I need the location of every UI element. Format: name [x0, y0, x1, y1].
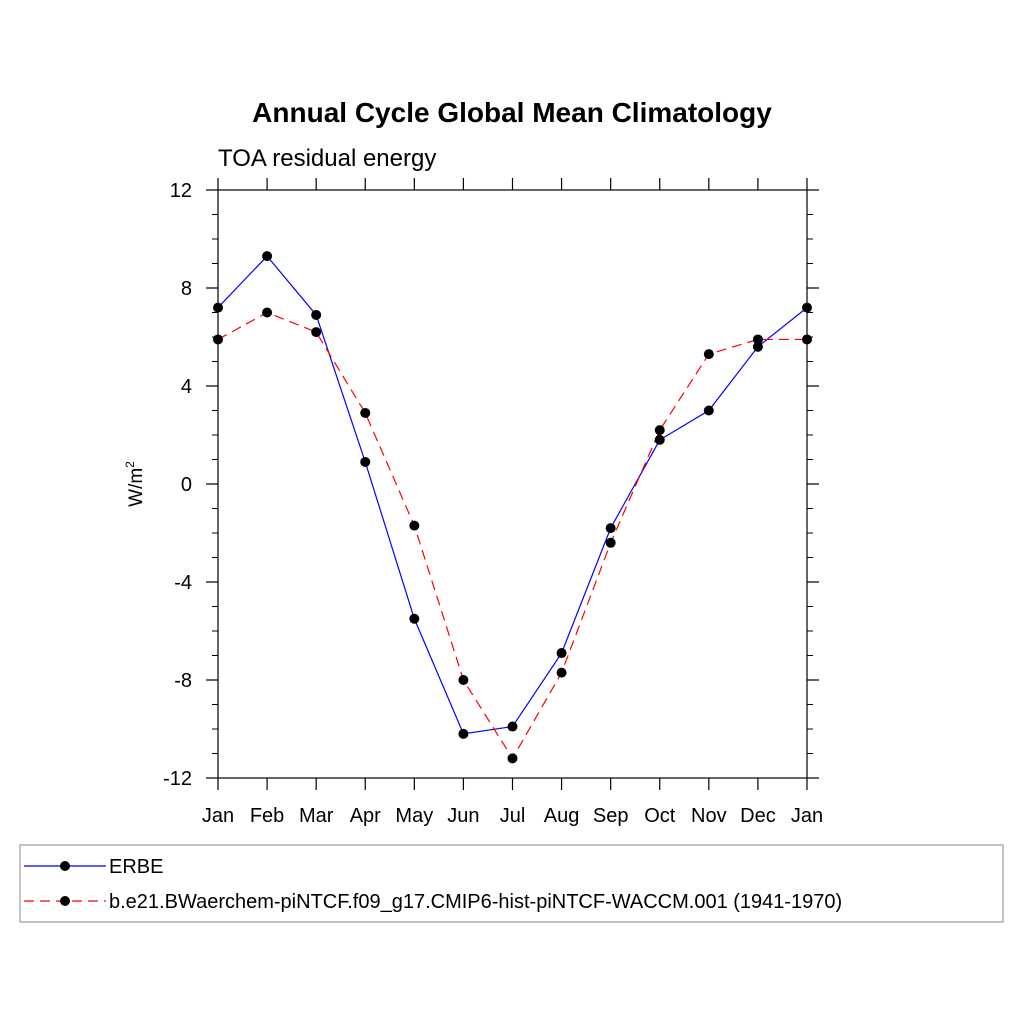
series-1-point	[605, 523, 616, 534]
series-2-point	[605, 537, 616, 548]
series-1-point	[556, 648, 567, 659]
series-2-point	[654, 425, 665, 436]
series-1-point	[703, 405, 714, 416]
legend-marker-2	[60, 896, 70, 906]
series-1-point	[311, 309, 322, 320]
y-tick-label: 0	[181, 474, 192, 496]
series-2-point	[752, 334, 763, 345]
series-2-point	[360, 407, 371, 418]
legend-box	[19, 844, 1004, 923]
series-2-point	[213, 334, 223, 345]
series-2-point	[409, 520, 420, 531]
y-tick-label: 4	[181, 376, 192, 398]
plot-area: 12 8 4 0 -4 -8 -12 Jan Feb Mar Apr May Jun Jul Aug Sep…	[163, 178, 823, 827]
x-tick-label: Aug	[544, 805, 580, 827]
legend: ERBE b.e21.BWaerchem-piNTCF.f09_g17.CMIP6…	[19, 844, 1004, 923]
y-tick-labels: 12 8 4 0 -4 -8 -12	[163, 180, 192, 790]
series-1-point	[213, 302, 223, 313]
series-1-point	[654, 434, 665, 445]
x-tick-label: Jun	[447, 805, 479, 827]
series-1-point	[802, 302, 812, 313]
series-1-point	[752, 341, 763, 352]
y-tick-label: -8	[174, 670, 192, 692]
series-2-point	[556, 667, 567, 678]
legend-label-2: b.e21.BWaerchem-piNTCF.f09_g17.CMIP6-his…	[109, 891, 842, 913]
x-tick-label: Nov	[691, 805, 727, 827]
chart-title: Annual Cycle Global Mean Climatology	[252, 97, 772, 128]
legend-label-1: ERBE	[109, 856, 163, 878]
series-2-point	[458, 675, 469, 685]
series-line-2	[217, 311, 807, 760]
series-layer	[213, 251, 812, 764]
x-tick-label: Apr	[350, 805, 381, 827]
x-ticks	[217, 178, 808, 790]
series-2-point	[262, 307, 273, 318]
x-tick-label: Dec	[740, 805, 776, 827]
x-tick-label: Oct	[644, 805, 676, 827]
y-tick-label: 12	[170, 180, 192, 202]
x-tick-label: Jul	[500, 805, 526, 827]
series-1-point	[262, 251, 273, 262]
series-2-point	[703, 349, 714, 360]
x-tick-label: May	[395, 805, 433, 827]
legend-marker-1	[60, 861, 70, 871]
series-1-point	[360, 456, 371, 467]
y-tick-label: -4	[174, 572, 192, 594]
x-tick-label: Feb	[250, 805, 284, 827]
series-2-point	[311, 327, 322, 338]
chart-subtitle: TOA residual energy	[218, 145, 436, 172]
x-tick-label: Jan	[202, 805, 234, 827]
y-ticks	[206, 189, 819, 779]
x-tick-label: Jan	[791, 805, 823, 827]
x-tick-labels: Jan Feb Mar Apr May Jun Jul Aug Sep Oct Nov Dec Jan	[202, 805, 823, 827]
y-axis-label-superscript: 2	[123, 461, 137, 468]
x-tick-label: Mar	[299, 805, 334, 827]
series-2-point	[802, 334, 812, 345]
plot-frame	[217, 189, 808, 779]
y-tick-label: -12	[163, 768, 192, 790]
x-tick-label: Sep	[593, 805, 629, 827]
series-2-point	[507, 753, 518, 764]
y-axis-label: W/m2	[123, 461, 147, 507]
y-axis-label-base: W/m	[126, 468, 147, 507]
series-1-point	[458, 728, 469, 739]
series-1-point	[507, 721, 518, 732]
series-1-point	[409, 613, 420, 624]
y-tick-label: 8	[181, 278, 192, 300]
